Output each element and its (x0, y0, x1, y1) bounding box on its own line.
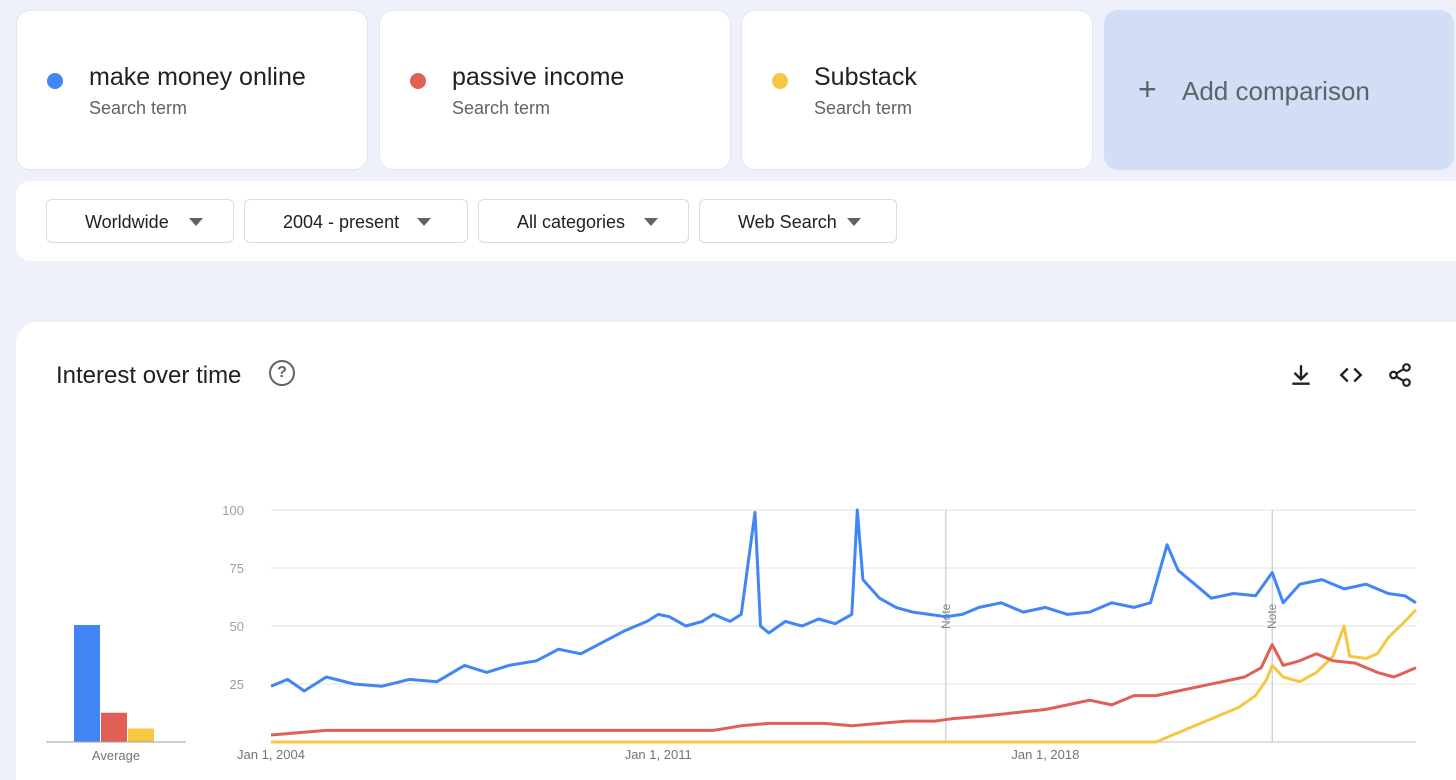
average-bar (74, 625, 100, 742)
add-comparison-button[interactable]: + Add comparison (1104, 10, 1454, 170)
dropdown-caret-icon (417, 218, 431, 226)
add-comparison-label: Add comparison (1182, 76, 1370, 106)
dropdown-caret-icon (644, 218, 658, 226)
download-icon[interactable] (1288, 362, 1314, 388)
search-type-value: Web Search (738, 212, 837, 232)
embed-icon[interactable] (1338, 362, 1364, 388)
note-label: Note (1265, 603, 1279, 629)
series-line-substack (271, 608, 1418, 744)
x-tick-label: Jan 1, 2018 (1011, 747, 1079, 762)
dropdown-caret-icon (847, 218, 861, 226)
interest-over-time-panel: Interest over time ? Average 25 50 75 100 No… (16, 322, 1456, 780)
term-type: Search term (452, 98, 551, 118)
x-tick-label: Jan 1, 2004 (237, 747, 305, 762)
series-color-dot (47, 73, 63, 89)
category-value: All categories (517, 212, 626, 232)
y-tick-label: 100 (222, 503, 244, 518)
help-icon[interactable]: ? (269, 360, 295, 386)
term-card-substack[interactable]: Substack Search term (741, 10, 1093, 170)
panel-title: Interest over time (56, 362, 242, 389)
region-value: Worldwide (85, 212, 169, 232)
term-name: Substack (814, 63, 917, 91)
y-tick-label: 75 (230, 561, 244, 576)
series-line-passive-income (270, 643, 1417, 737)
y-tick-label: 50 (230, 619, 244, 634)
term-card-make-money-online[interactable]: make money online Search term (16, 10, 368, 170)
search-type-dropdown[interactable]: Web Search (699, 199, 897, 243)
time-range-value: 2004 - present (283, 212, 400, 232)
series-color-dot (772, 73, 788, 89)
x-tick-label: Jan 1, 2011 (625, 747, 692, 762)
series-line-make-money-online (270, 508, 1417, 693)
term-type: Search term (89, 98, 188, 118)
filter-bar: Worldwide 2004 - present All categories … (16, 181, 1456, 261)
term-name: make money online (89, 63, 306, 91)
share-icon[interactable] (1387, 362, 1413, 388)
time-range-dropdown[interactable]: 2004 - present (244, 199, 468, 243)
term-card-passive-income[interactable]: passive income Search term (379, 10, 731, 170)
term-type: Search term (814, 98, 913, 118)
dropdown-caret-icon (189, 218, 203, 226)
plus-icon: + (1138, 71, 1157, 107)
category-dropdown[interactable]: All categories (478, 199, 689, 243)
average-label: Average (92, 748, 140, 763)
series-color-dot (410, 73, 426, 89)
term-name: passive income (452, 63, 625, 91)
y-tick-label: 25 (230, 677, 244, 692)
average-bar (128, 728, 154, 742)
average-bar-chart: Average (46, 625, 186, 763)
region-dropdown[interactable]: Worldwide (46, 199, 234, 243)
average-bar (101, 712, 127, 742)
